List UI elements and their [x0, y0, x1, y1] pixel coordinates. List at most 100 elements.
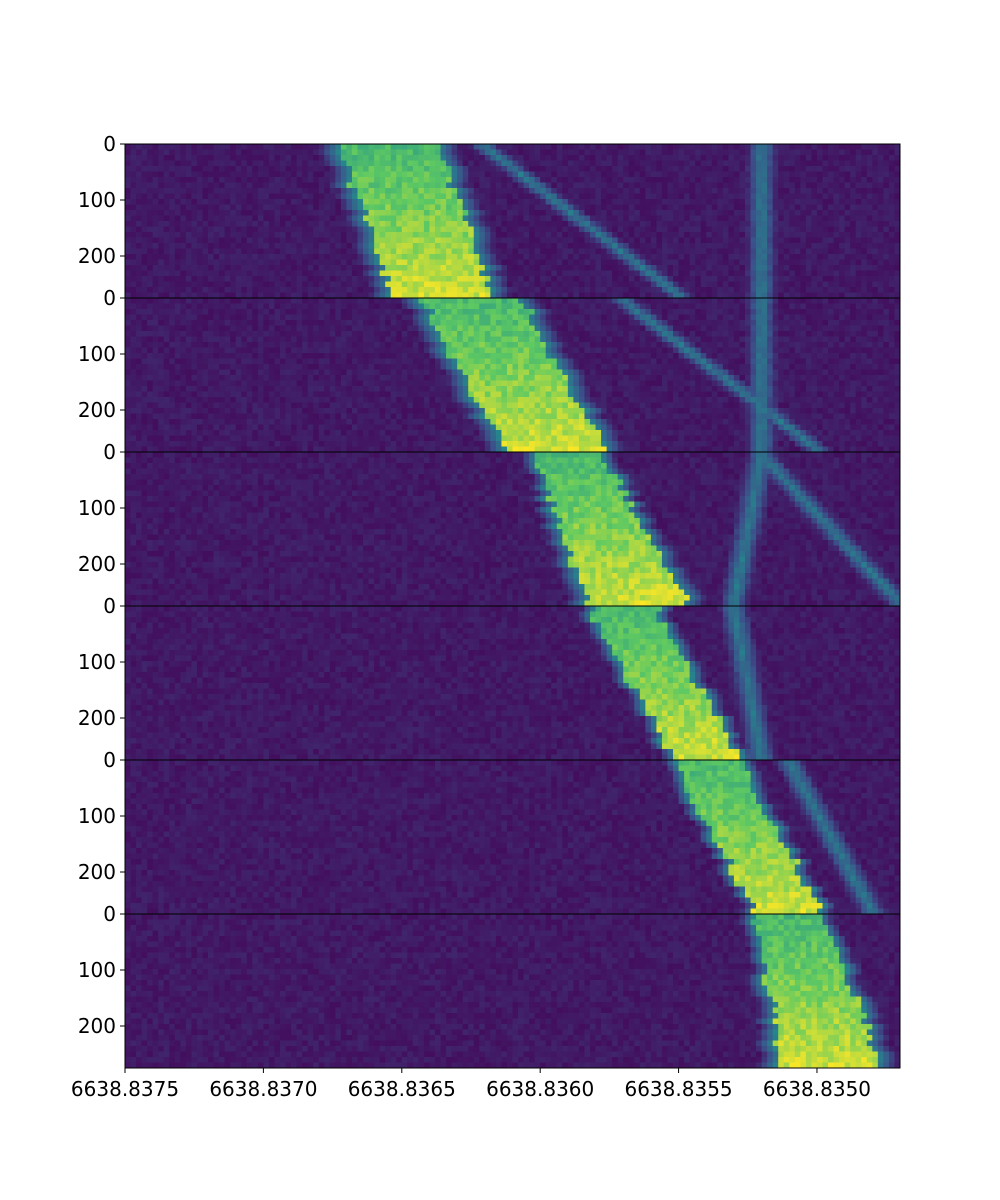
heatmap-cell	[645, 172, 651, 178]
heatmap-cell	[452, 188, 458, 194]
heatmap-cell	[640, 150, 646, 156]
heatmap-cell	[468, 183, 474, 189]
heatmap-cell	[684, 205, 690, 211]
heatmap-cell	[767, 172, 773, 178]
heatmap-cell	[839, 320, 845, 326]
heatmap-cell	[739, 199, 745, 205]
heatmap-cell	[784, 150, 790, 156]
heatmap-cell	[734, 221, 740, 227]
heatmap-cell	[789, 210, 795, 216]
heatmap-cell	[584, 298, 590, 304]
heatmap-cell	[645, 199, 651, 205]
heatmap-cell	[756, 210, 762, 216]
heatmap-cell	[385, 155, 391, 161]
heatmap-cell	[706, 221, 712, 227]
heatmap-cell	[158, 155, 164, 161]
heatmap-cell	[164, 166, 170, 172]
heatmap-cell	[845, 150, 851, 156]
heatmap-cell	[335, 276, 341, 282]
heatmap-cell	[651, 199, 657, 205]
heatmap-cell	[751, 282, 757, 288]
heatmap-cell	[856, 177, 862, 183]
heatmap-cell	[463, 172, 469, 178]
heatmap-cell	[230, 177, 236, 183]
heatmap-cell	[485, 337, 491, 343]
heatmap-cell	[524, 287, 530, 293]
heatmap-cell	[286, 331, 292, 337]
heatmap-cell	[274, 166, 280, 172]
heatmap-cell	[496, 166, 502, 172]
heatmap-cell	[319, 315, 325, 321]
heatmap-cell	[418, 227, 424, 233]
heatmap-cell	[800, 309, 806, 315]
heatmap-cell	[153, 287, 159, 293]
heatmap-cell	[601, 155, 607, 161]
heatmap-cell	[861, 155, 867, 161]
heatmap-cell	[723, 216, 729, 222]
heatmap-cell	[645, 326, 651, 332]
heatmap-cell	[369, 166, 375, 172]
heatmap-cell	[811, 210, 817, 216]
heatmap-cell	[346, 172, 352, 178]
heatmap-cell	[651, 194, 657, 200]
heatmap-cell	[872, 331, 878, 337]
heatmap-cell	[507, 172, 513, 178]
heatmap-cell	[214, 166, 220, 172]
heatmap-cell	[568, 238, 574, 244]
heatmap-cell	[346, 161, 352, 167]
heatmap-cell	[684, 315, 690, 321]
heatmap-cell	[158, 326, 164, 332]
heatmap-cell	[823, 227, 829, 233]
heatmap-cell	[136, 155, 142, 161]
heatmap-cell	[739, 177, 745, 183]
heatmap-cell	[335, 337, 341, 343]
heatmap-cell	[274, 155, 280, 161]
heatmap-cell	[712, 315, 718, 321]
heatmap-cell	[446, 260, 452, 266]
heatmap-cell	[878, 205, 884, 211]
heatmap-cell	[424, 144, 430, 150]
heatmap-cell	[800, 260, 806, 266]
heatmap-cell	[435, 166, 441, 172]
heatmap-cell	[452, 260, 458, 266]
heatmap-cell	[806, 276, 812, 282]
heatmap-cell	[147, 194, 153, 200]
heatmap-cell	[186, 144, 192, 150]
heatmap-cell	[800, 298, 806, 304]
heatmap-cell	[125, 298, 131, 304]
heatmap-cell	[612, 287, 618, 293]
heatmap-cell	[684, 260, 690, 266]
heatmap-cell	[501, 309, 507, 315]
heatmap-cell	[214, 221, 220, 227]
heatmap-cell	[125, 271, 131, 277]
heatmap-cell	[247, 232, 253, 238]
heatmap-cell	[795, 276, 801, 282]
heatmap-cell	[180, 166, 186, 172]
heatmap-cell	[341, 249, 347, 255]
heatmap-cell	[889, 150, 895, 156]
heatmap-cell	[883, 144, 889, 150]
heatmap-cell	[479, 199, 485, 205]
heatmap-cell	[806, 210, 812, 216]
heatmap-cell	[269, 161, 275, 167]
heatmap-cell	[241, 188, 247, 194]
heatmap-cell	[861, 199, 867, 205]
heatmap-cell	[618, 315, 624, 321]
heatmap-cell	[518, 188, 524, 194]
heatmap-cell	[823, 210, 829, 216]
heatmap-cell	[363, 150, 369, 156]
heatmap-cell	[407, 194, 413, 200]
heatmap-cell	[203, 282, 209, 288]
heatmap-cell	[352, 315, 358, 321]
heatmap-cell	[811, 144, 817, 150]
heatmap-cell	[845, 331, 851, 337]
heatmap-cell	[374, 144, 380, 150]
heatmap-cell	[800, 249, 806, 255]
heatmap-cell	[468, 337, 474, 343]
heatmap-cell	[590, 150, 596, 156]
heatmap-cell	[158, 216, 164, 222]
heatmap-cell	[247, 144, 253, 150]
heatmap-cell	[369, 249, 375, 255]
heatmap-cell	[889, 210, 895, 216]
heatmap-cell	[601, 243, 607, 249]
